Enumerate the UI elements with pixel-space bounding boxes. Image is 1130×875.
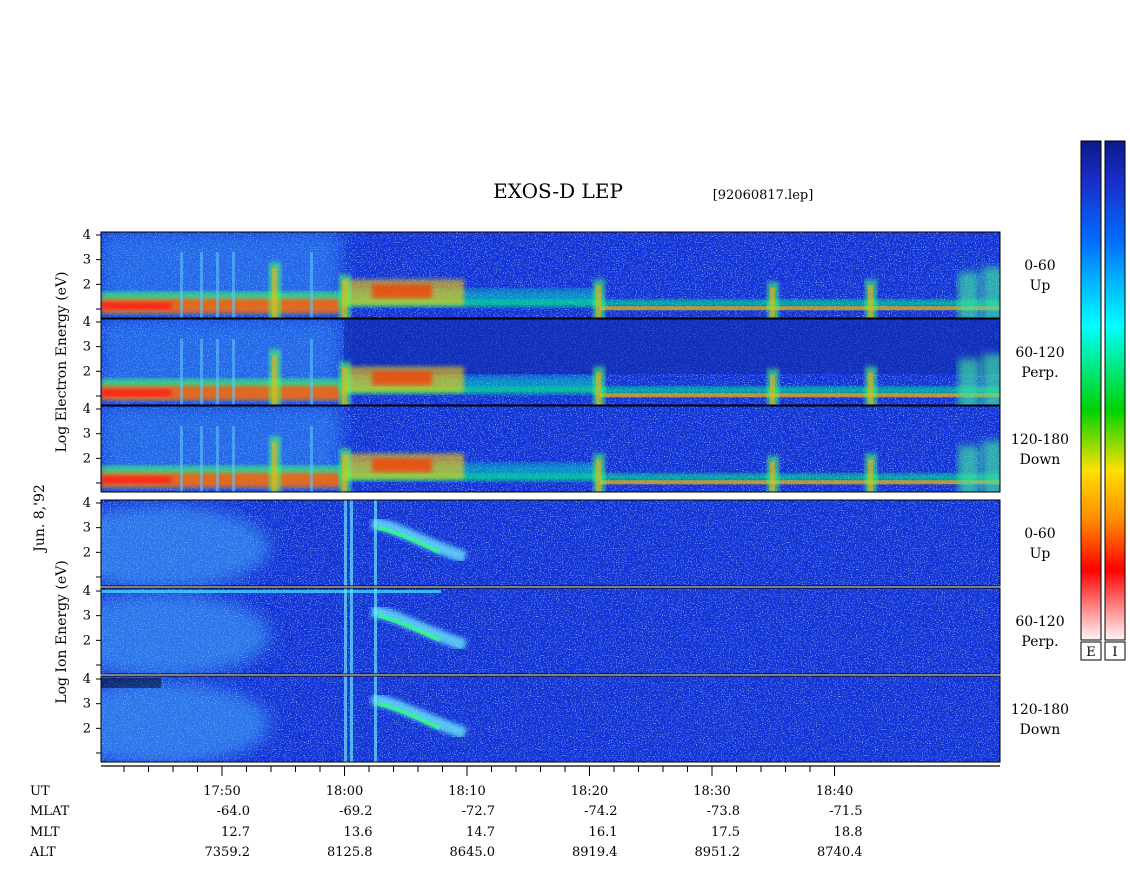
colorbar-label-e: E bbox=[1086, 645, 1096, 660]
panel-dir-label: Down bbox=[1020, 722, 1061, 738]
electron-ylabel-part: (eV) bbox=[54, 271, 70, 300]
colorbar-label-i: I bbox=[1112, 645, 1117, 660]
ion-ylabel-part: Ion bbox=[54, 650, 70, 673]
ephemeris-value: -73.8 bbox=[707, 804, 740, 819]
panel-ion-5: 4 3 2 bbox=[83, 672, 1001, 763]
y-tick-label: 2 bbox=[83, 721, 91, 736]
y-tick-label: 3 bbox=[83, 521, 91, 536]
y-tick-label: 3 bbox=[83, 609, 91, 624]
ion-ylabel-part: Energy bbox=[54, 594, 70, 645]
panel-ion-4: 4 3 2 bbox=[83, 584, 1001, 675]
ephemeris-value: 18.8 bbox=[834, 825, 863, 840]
x-tick-label: 18:20 bbox=[571, 784, 608, 799]
ephemeris-value: 13.6 bbox=[344, 825, 373, 840]
x-tick-label: 18:10 bbox=[448, 784, 485, 799]
ephemeris-value: 16.1 bbox=[589, 825, 618, 840]
panel-dir-label: Perp. bbox=[1021, 634, 1058, 650]
ephemeris-value: 8919.4 bbox=[572, 845, 618, 860]
panel-pitch-label: 120-180 bbox=[1011, 702, 1069, 718]
file-label: [92060817.lep] bbox=[713, 188, 814, 203]
y-tick-label: 4 bbox=[83, 228, 91, 243]
panel-pitch-label: 60-120 bbox=[1015, 614, 1064, 630]
y-tick-label: 3 bbox=[83, 340, 91, 355]
panel-dir-label: Up bbox=[1030, 278, 1051, 294]
ephemeris-row-label: ALT bbox=[29, 845, 56, 860]
panel-electron-0: 4 3 2 bbox=[83, 228, 1001, 319]
time-axis: 17:50 18:00 18:10 18:20 18:30 18:40 bbox=[101, 765, 1000, 799]
date-label: Jun. 8,'92 bbox=[32, 484, 48, 554]
y-tick-label: 4 bbox=[83, 496, 91, 511]
y-tick-label: 4 bbox=[83, 584, 91, 599]
ephemeris-row-label: MLT bbox=[30, 825, 60, 840]
x-tick-label: 17:50 bbox=[203, 784, 240, 799]
electron-ylabel-part: Electron bbox=[54, 361, 70, 422]
electron-ylabel-part: Log bbox=[54, 426, 70, 453]
y-tick-label: 2 bbox=[83, 545, 91, 560]
spectrogram-panels: 4 3 2 4 3 2 4 3 2 4 3 2 4 3 2 4 3 2 bbox=[83, 228, 1001, 763]
panel-dir-label: Down bbox=[1020, 452, 1061, 468]
y-tick-label: 2 bbox=[83, 277, 91, 292]
ephemeris-value: -71.5 bbox=[829, 804, 862, 819]
ephemeris-value: -64.0 bbox=[217, 804, 250, 819]
ephemeris-table: UT MLAT -64.0 -69.2 -72.7 -74.2 -73.8 -71.5 MLT 1… bbox=[29, 784, 863, 860]
panel-dir-label: Perp. bbox=[1021, 365, 1058, 381]
y-tick-label: 4 bbox=[83, 315, 91, 330]
ephemeris-value: 12.7 bbox=[221, 825, 250, 840]
electron-ylabel: Log Electron Energy (eV) bbox=[54, 271, 70, 452]
panel-dir-label: Up bbox=[1030, 546, 1051, 562]
ion-ylabel-part: Log bbox=[54, 677, 70, 704]
ephemeris-value: 17.5 bbox=[711, 825, 740, 840]
ephemeris-row-label: UT bbox=[30, 784, 50, 799]
ephemeris-value: 8740.4 bbox=[817, 845, 863, 860]
panel-labels: 0-60 Up 60-120 Perp. 120-180 Down 0-60 Up 60-120… bbox=[1011, 258, 1069, 738]
ephemeris-value: -74.2 bbox=[584, 804, 617, 819]
panel-electron-1: 4 3 2 bbox=[83, 315, 1001, 406]
panel-pitch-label: 60-120 bbox=[1015, 345, 1064, 361]
ephemeris-value: 7359.2 bbox=[205, 845, 251, 860]
ephemeris-row-label: MLAT bbox=[30, 804, 70, 819]
y-tick-label: 4 bbox=[83, 672, 91, 687]
y-tick-label: 4 bbox=[83, 402, 91, 417]
y-tick-label: 2 bbox=[83, 451, 91, 466]
ephemeris-value: 8645.0 bbox=[450, 845, 496, 860]
colorbar-electron: E bbox=[1080, 140, 1102, 661]
y-tick-label: 3 bbox=[83, 427, 91, 442]
ephemeris-value: -72.7 bbox=[462, 804, 495, 819]
panel-pitch-label: 0-60 bbox=[1024, 526, 1055, 542]
ephemeris-value: -69.2 bbox=[339, 804, 372, 819]
x-tick-label: 18:00 bbox=[326, 784, 363, 799]
ephemeris-value: 8125.8 bbox=[327, 845, 373, 860]
x-tick-label: 18:40 bbox=[816, 784, 853, 799]
x-tick-label: 18:30 bbox=[693, 784, 730, 799]
panel-electron-2: 4 3 2 bbox=[83, 402, 1001, 493]
ion-ylabel-part: (eV) bbox=[54, 560, 70, 589]
y-tick-label: 2 bbox=[83, 633, 91, 648]
panel-pitch-label: 0-60 bbox=[1024, 258, 1055, 274]
ephemeris-value: 14.7 bbox=[466, 825, 495, 840]
y-tick-label: 2 bbox=[83, 364, 91, 379]
ephemeris-value: 8951.2 bbox=[695, 845, 741, 860]
chart-title: EXOS-D LEP bbox=[493, 179, 623, 203]
panel-pitch-label: 120-180 bbox=[1011, 432, 1069, 448]
y-tick-label: 3 bbox=[83, 253, 91, 268]
colorbar-ion: I bbox=[1104, 140, 1126, 661]
ion-ylabel: Log Ion Energy (eV) bbox=[54, 560, 70, 703]
electron-ylabel-part: Energy bbox=[54, 305, 70, 356]
panel-ion-3: 4 3 2 bbox=[83, 496, 1001, 587]
y-tick-label: 3 bbox=[83, 697, 91, 712]
